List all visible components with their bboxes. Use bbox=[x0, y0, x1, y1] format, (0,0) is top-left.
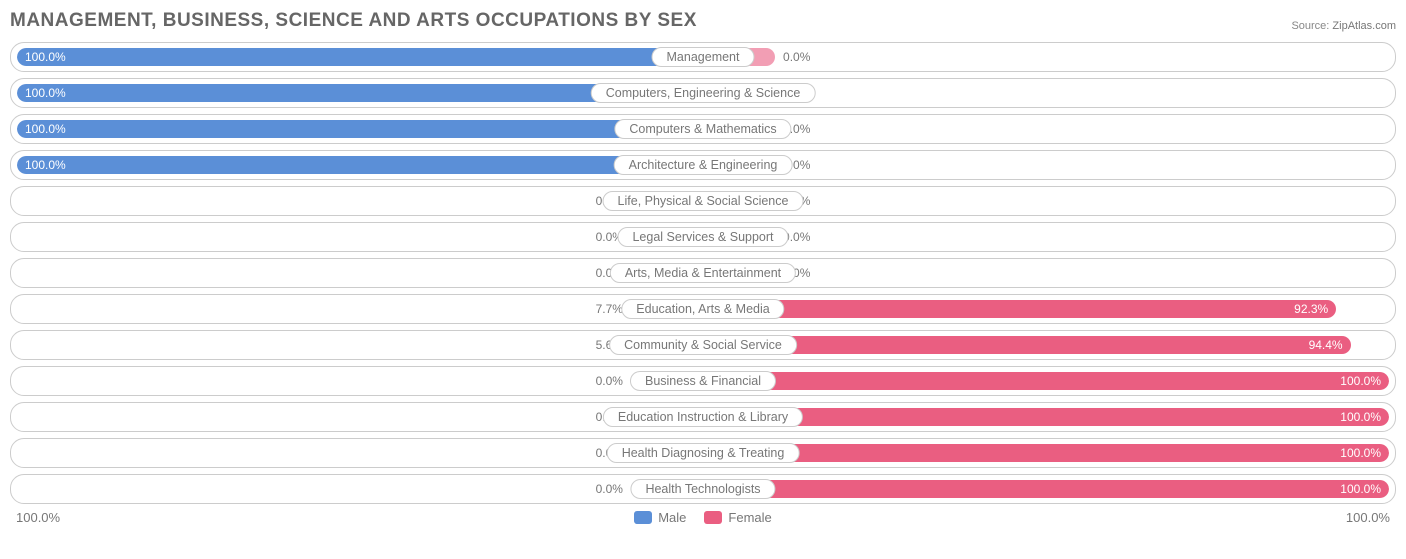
chart-header: MANAGEMENT, BUSINESS, SCIENCE AND ARTS O… bbox=[10, 10, 1396, 32]
category-label: Architecture & Engineering bbox=[614, 155, 793, 175]
legend-label-male: Male bbox=[658, 510, 686, 525]
category-label: Business & Financial bbox=[630, 371, 776, 391]
female-value-label: 92.3% bbox=[1286, 300, 1336, 318]
male-value-label: 100.0% bbox=[17, 120, 74, 138]
category-label: Education Instruction & Library bbox=[603, 407, 803, 427]
female-value-label: 0.0% bbox=[775, 48, 818, 66]
chart-row: 0.0%0.0%Life, Physical & Social Science bbox=[10, 186, 1396, 216]
category-label: Health Technologists bbox=[630, 479, 775, 499]
female-value-label: 100.0% bbox=[1332, 444, 1389, 462]
category-label: Arts, Media & Entertainment bbox=[610, 263, 796, 283]
male-value-label: 100.0% bbox=[17, 84, 74, 102]
chart-title: MANAGEMENT, BUSINESS, SCIENCE AND ARTS O… bbox=[10, 10, 697, 32]
legend-swatch-female bbox=[704, 511, 722, 524]
male-value-label: 0.0% bbox=[588, 480, 631, 498]
chart-row: 100.0%0.0%Computers, Engineering & Scien… bbox=[10, 78, 1396, 108]
category-label: Education, Arts & Media bbox=[621, 299, 784, 319]
chart-rows: 100.0%0.0%Management100.0%0.0%Computers,… bbox=[10, 42, 1396, 504]
chart-row: 0.0%0.0%Arts, Media & Entertainment bbox=[10, 258, 1396, 288]
category-label: Computers & Mathematics bbox=[614, 119, 791, 139]
chart-row: 7.7%92.3%Education, Arts & Media bbox=[10, 294, 1396, 324]
chart-row: 0.0%0.0%Legal Services & Support bbox=[10, 222, 1396, 252]
chart-row: 0.0% 100.0% Health Technologists bbox=[10, 474, 1396, 504]
source-value: ZipAtlas.com bbox=[1332, 20, 1396, 32]
category-label: Community & Social Service bbox=[609, 335, 797, 355]
female-value-label: 100.0% bbox=[1332, 372, 1389, 390]
chart-source: Source: ZipAtlas.com bbox=[1291, 20, 1396, 32]
category-label: Computers, Engineering & Science bbox=[591, 83, 816, 103]
source-label: Source: bbox=[1291, 20, 1329, 32]
legend-label-female: Female bbox=[728, 510, 771, 525]
category-label: Health Diagnosing & Treating bbox=[607, 443, 800, 463]
chart-row: 100.0%0.0%Computers & Mathematics bbox=[10, 114, 1396, 144]
axis-left-label: 100.0% bbox=[16, 510, 60, 525]
legend-item-female: Female bbox=[704, 510, 771, 525]
female-value-label: 100.0% bbox=[1332, 408, 1389, 426]
male-value-label: 100.0% bbox=[17, 156, 74, 174]
legend-swatch-male bbox=[634, 511, 652, 524]
legend: Male Female bbox=[634, 510, 772, 525]
male-value-label: 0.0% bbox=[588, 372, 631, 390]
category-label: Legal Services & Support bbox=[617, 227, 788, 247]
male-value-label: 100.0% bbox=[17, 48, 74, 66]
chart-row: 0.0%100.0%Health Diagnosing & Treating bbox=[10, 438, 1396, 468]
female-value-label: 100.0% bbox=[1332, 480, 1389, 498]
female-value-label: 94.4% bbox=[1301, 336, 1351, 354]
category-label: Life, Physical & Social Science bbox=[603, 191, 804, 211]
chart-footer: 100.0% Male Female 100.0% bbox=[10, 510, 1396, 525]
chart-row: 100.0% 0.0% Management bbox=[10, 42, 1396, 72]
chart-row: 5.6%94.4%Community & Social Service bbox=[10, 330, 1396, 360]
chart-row: 0.0% 100.0% Business & Financial bbox=[10, 366, 1396, 396]
legend-item-male: Male bbox=[634, 510, 686, 525]
axis-right-label: 100.0% bbox=[1346, 510, 1390, 525]
category-label: Management bbox=[652, 47, 755, 67]
chart-row: 0.0%100.0%Education Instruction & Librar… bbox=[10, 402, 1396, 432]
chart-row: 100.0%0.0%Architecture & Engineering bbox=[10, 150, 1396, 180]
